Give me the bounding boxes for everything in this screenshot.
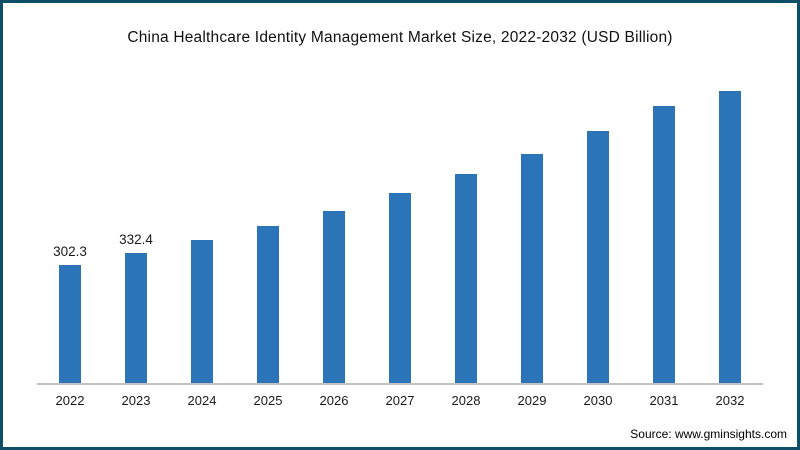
bar-column	[433, 71, 499, 383]
bar-column	[169, 71, 235, 383]
x-axis-tick-label: 2023	[121, 393, 151, 408]
bar-column: 302.3	[37, 71, 103, 383]
source-text: Source: www.gminsights.com	[630, 427, 787, 441]
x-axis-tick-label: 2024	[187, 393, 217, 408]
bar-column	[301, 71, 367, 383]
x-axis-tick-label: 2031	[649, 393, 679, 408]
x-axis-tick-label: 2028	[451, 393, 481, 408]
bar-column	[499, 71, 565, 383]
x-axis-tick-label: 2026	[319, 393, 349, 408]
x-axis-tick-label: 2022	[55, 393, 85, 408]
x-axis-labels: 2022 2023 2024 2025 2026 2027 2028 2029 2030 2031…	[37, 393, 763, 408]
bar	[257, 226, 279, 383]
bar	[191, 240, 213, 383]
bar-column	[697, 71, 763, 383]
x-axis-tick-label: 2030	[583, 393, 613, 408]
bar	[719, 91, 741, 383]
bar	[59, 265, 81, 383]
bar	[587, 130, 609, 383]
bar	[653, 105, 675, 383]
bar-column	[235, 71, 301, 383]
bar	[521, 153, 543, 383]
x-axis-tick-label: 2025	[253, 393, 283, 408]
x-axis-tick-label: 2032	[715, 393, 745, 408]
bar-value-label: 332.4	[119, 232, 153, 248]
bar	[455, 174, 477, 383]
bar-column	[631, 71, 697, 383]
bar	[125, 253, 147, 383]
x-axis-tick-label: 2027	[385, 393, 415, 408]
bar-column: 332.4	[103, 71, 169, 383]
bar	[323, 210, 345, 383]
bar-column	[565, 71, 631, 383]
x-axis-tick-label: 2029	[517, 393, 547, 408]
plot-area: 302.3 332.4	[37, 71, 763, 385]
bar-column	[367, 71, 433, 383]
chart-title: China Healthcare Identity Management Mar…	[127, 29, 673, 46]
bar	[389, 193, 411, 383]
bar-value-label: 302.3	[53, 244, 87, 260]
